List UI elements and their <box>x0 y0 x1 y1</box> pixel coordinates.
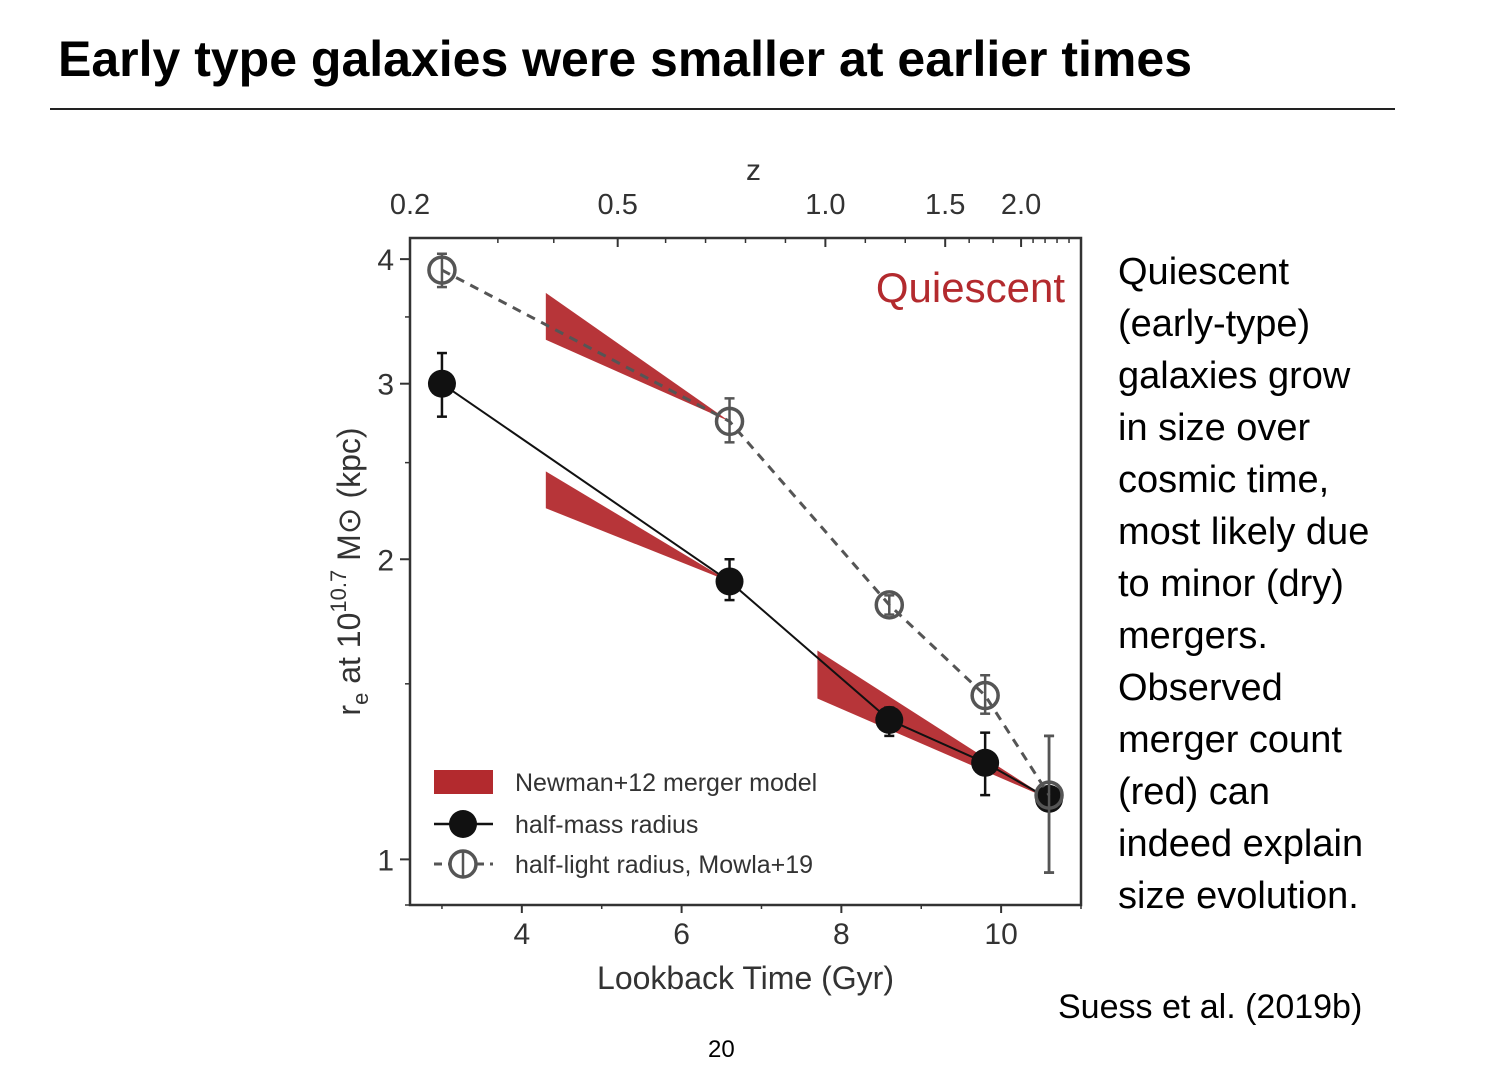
side-text-line: mergers. <box>1118 615 1268 657</box>
legend-swatch-marker <box>449 810 477 838</box>
data-point <box>714 406 745 437</box>
title-divider <box>50 108 1395 110</box>
y-axis-label-part: M⊙ (kpc) <box>331 427 367 569</box>
half-light-line <box>441 268 1051 796</box>
top-axis-label: z <box>746 154 761 187</box>
top-tick-label: 0.2 <box>390 189 430 221</box>
side-text-line: most likely due <box>1118 511 1370 553</box>
legend-label: half-mass radius <box>515 811 698 839</box>
side-text-line: size evolution. <box>1118 875 1359 917</box>
side-text-line: galaxies grow <box>1118 355 1351 397</box>
panel-label: Quiescent <box>876 264 1065 311</box>
y-tick-label: 4 <box>377 244 394 277</box>
side-text-line: to minor (dry) <box>1118 563 1344 605</box>
data-point <box>427 255 457 285</box>
y-axis-label-part: e <box>348 693 373 705</box>
side-text-line: merger count <box>1118 719 1342 761</box>
x-tick-label: 8 <box>833 918 850 951</box>
data-point <box>970 680 1000 711</box>
size-evolution-chart: 4 6 8 10 Lookback Time (Gyr) 1 2 3 4 re at 1010.7… <box>326 154 1083 996</box>
half-mass-line <box>441 382 1050 800</box>
x-tick-label: 4 <box>513 918 530 951</box>
y-tick-label: 2 <box>377 544 394 577</box>
side-text-line: Observed <box>1118 667 1283 709</box>
side-text-line: (red) can <box>1118 771 1271 813</box>
top-tick-label: 1.0 <box>805 189 845 221</box>
slide-title: Early type galaxies were smaller at earl… <box>58 31 1193 87</box>
merger-model-band <box>817 650 1050 799</box>
y-tick-label: 3 <box>377 369 394 402</box>
side-text-line: indeed explain <box>1118 823 1364 865</box>
merger-model-band <box>545 292 730 422</box>
legend-label: Newman+12 merger model <box>515 769 817 797</box>
side-text-line: in size over <box>1118 407 1311 449</box>
top-tick-label: 2.0 <box>1001 189 1041 221</box>
page-number: 20 <box>708 1036 735 1063</box>
legend: Newman+12 merger model half-mass radius ha… <box>434 769 817 879</box>
y-axis-label-part: 10.7 <box>326 570 351 613</box>
data-point <box>715 567 744 596</box>
y-axis-label-part: at 10 <box>331 613 367 693</box>
side-text-line: cosmic time, <box>1118 459 1330 501</box>
legend-label: half-light radius, Mowla+19 <box>515 851 813 879</box>
plot-frame <box>408 236 1083 907</box>
citation: Suess et al. (2019b) <box>1058 988 1363 1026</box>
half-light-series <box>427 252 1064 874</box>
top-tick-label: 1.5 <box>925 189 965 221</box>
side-description: Quiescent (early-type) galaxies grow in siz… <box>1118 246 1448 922</box>
data-point <box>971 748 1000 777</box>
merger-model-band <box>545 471 730 582</box>
data-point <box>875 705 904 734</box>
y-axis-label-part: r <box>331 705 367 716</box>
data-point <box>874 590 905 620</box>
x-axis-label: Lookback Time (Gyr) <box>597 960 894 996</box>
top-tick-label: 0.5 <box>598 189 638 221</box>
data-point <box>1034 780 1064 810</box>
y-tick-label: 1 <box>377 844 394 877</box>
x-tick-label: 10 <box>984 918 1017 951</box>
legend-swatch-band <box>434 770 493 794</box>
data-point <box>427 369 456 398</box>
side-text-line: (early-type) <box>1118 303 1311 345</box>
side-text-line: Quiescent <box>1118 251 1290 293</box>
x-tick-label: 6 <box>673 918 690 951</box>
y-axis-label: re at 1010.7 M⊙ (kpc) <box>326 427 373 715</box>
